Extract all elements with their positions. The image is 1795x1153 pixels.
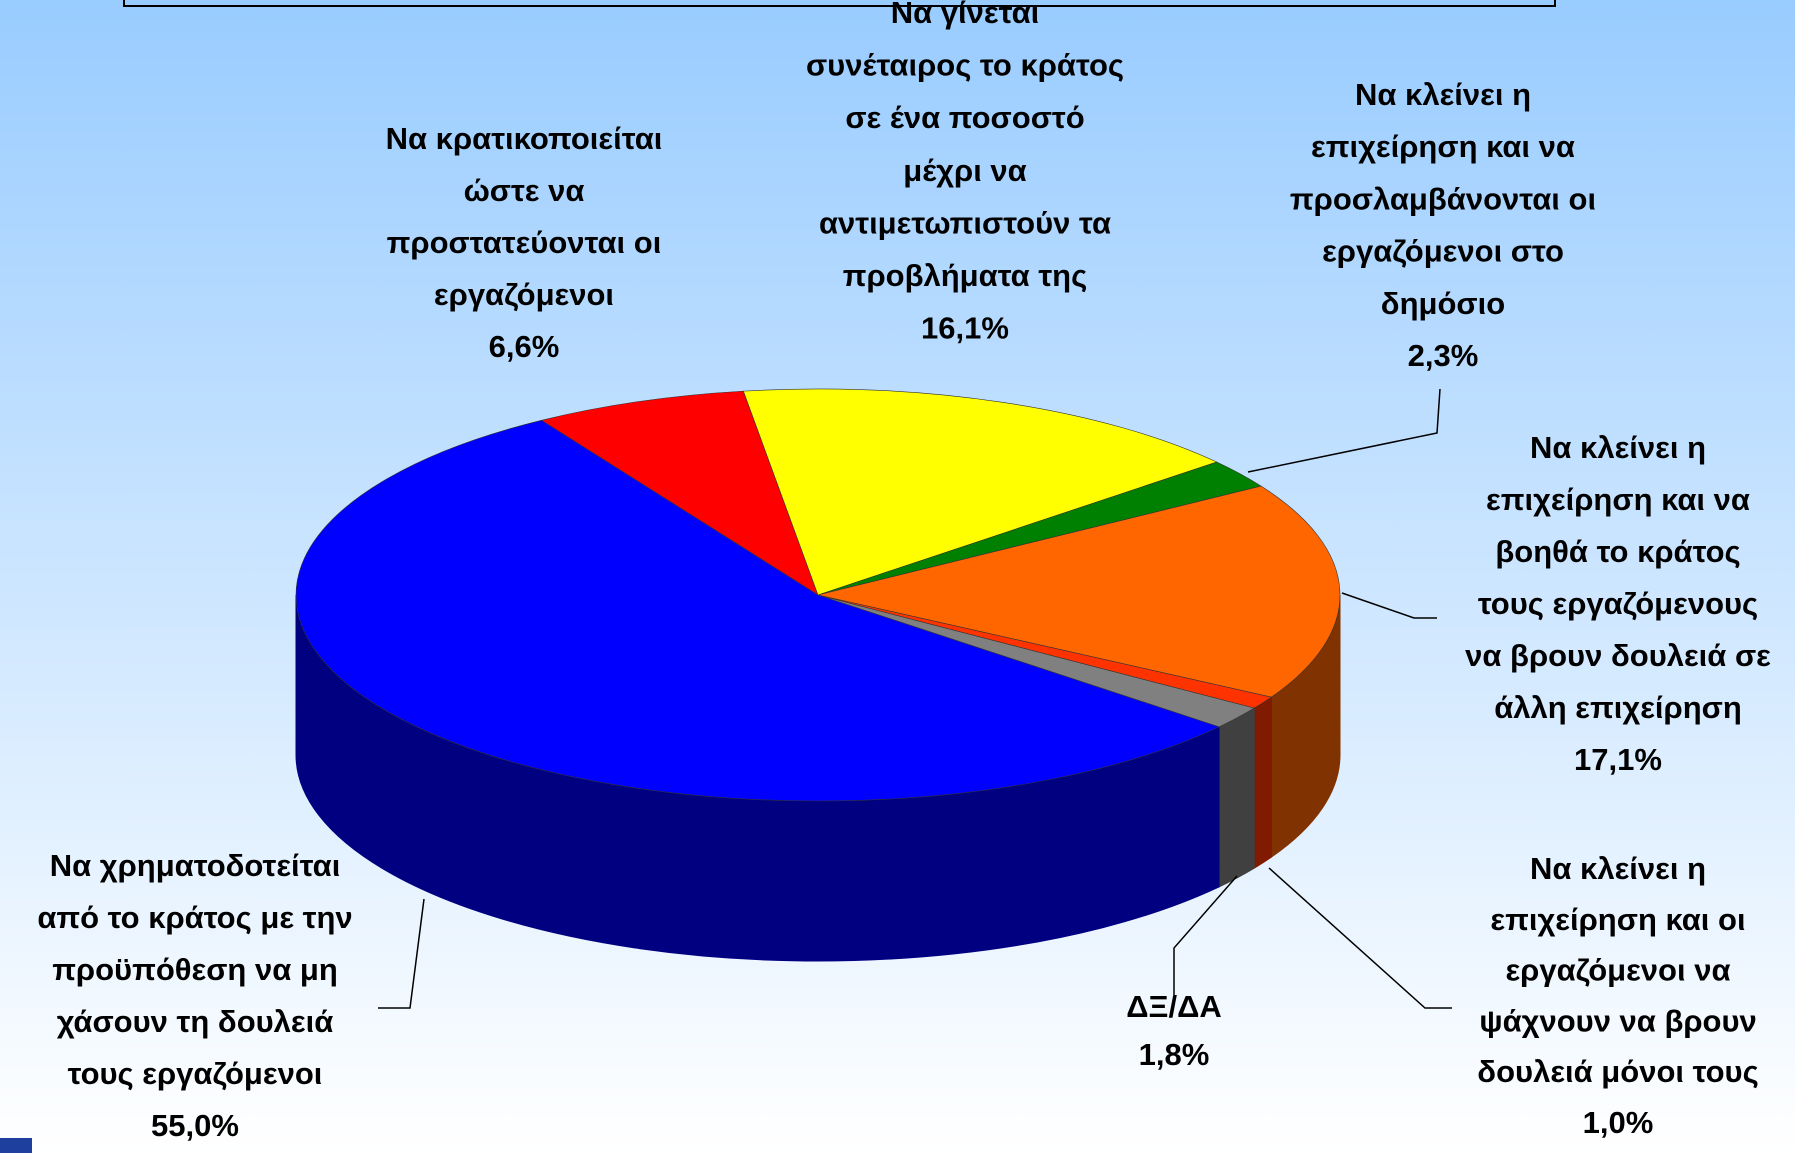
label-line: αντιμετωπιστούν τα bbox=[819, 205, 1111, 240]
label-line: Να κλείνει η bbox=[1355, 77, 1531, 112]
data-label: ΔΞ/ΔΑ 1,8% bbox=[1126, 989, 1222, 1072]
label-line: ώστε να bbox=[464, 173, 585, 208]
label-line: τους εργαζόμενοι bbox=[68, 1056, 323, 1091]
leader-line bbox=[378, 898, 425, 1009]
label-line: να βρουν δουλειά σε bbox=[1465, 638, 1771, 673]
label-line: Να κρατικοποιείται bbox=[386, 121, 663, 156]
data-label: Να χρηματοδοτείται από το κράτος με την πρ… bbox=[37, 848, 352, 1143]
data-label: Να κλείνει η επιχείρηση και να προσλαμβάνο… bbox=[1290, 77, 1596, 373]
data-label: Να κλείνει η επιχείρηση και οι εργαζόμενοι… bbox=[1477, 851, 1758, 1140]
pie bbox=[295, 388, 1341, 962]
leader-line bbox=[1341, 592, 1437, 619]
leader-line bbox=[1173, 875, 1238, 995]
leader-line bbox=[1247, 388, 1441, 473]
label-line: δημόσιο bbox=[1381, 286, 1505, 321]
data-label: Να γίνεται συνέταιρος το κράτος σε ένα ποσ… bbox=[806, 0, 1124, 346]
label-line: Να γίνεται bbox=[891, 0, 1040, 30]
label-line: ΔΞ/ΔΑ bbox=[1126, 989, 1222, 1024]
label-line: προϋπόθεση να μη bbox=[52, 952, 338, 987]
value-label: 16,1% bbox=[921, 311, 1009, 346]
value-label: 1,8% bbox=[1139, 1037, 1210, 1072]
label-line: προστατεύονται οι bbox=[387, 225, 662, 260]
value-label: 1,0% bbox=[1583, 1105, 1654, 1140]
label-line: σε ένα ποσοστό bbox=[845, 100, 1084, 135]
label-line: επιχείρηση και οι bbox=[1490, 902, 1745, 937]
label-line: μέχρι να bbox=[903, 153, 1027, 188]
value-label: 6,6% bbox=[489, 329, 560, 364]
slice bbox=[817, 485, 1341, 698]
slice bbox=[540, 390, 819, 596]
label-line: επιχείρηση και να bbox=[1486, 482, 1750, 517]
label-line: προσλαμβάνονται οι bbox=[1290, 181, 1596, 216]
label-line: Να κλείνει η bbox=[1530, 851, 1706, 886]
label-line: Να χρηματοδοτείται bbox=[50, 848, 341, 883]
label-line: εργαζόμενοι στο bbox=[1322, 234, 1564, 269]
logo-corner bbox=[0, 1138, 32, 1153]
label-line: εργαζόμενοι bbox=[434, 277, 614, 312]
labels: Να χρηματοδοτείται από το κράτος με την πρ… bbox=[37, 0, 1771, 1143]
label-line: συνέταιρος το κράτος bbox=[806, 48, 1124, 83]
label-line: από το κράτος με την bbox=[37, 900, 352, 935]
label-line: Να κλείνει η bbox=[1530, 430, 1706, 465]
label-line: εργαζόμενοι να bbox=[1505, 953, 1730, 988]
value-label: 55,0% bbox=[151, 1108, 239, 1143]
label-line: άλλη επιχείρηση bbox=[1494, 690, 1742, 725]
label-line: επιχείρηση και να bbox=[1311, 129, 1575, 164]
slice bbox=[742, 388, 1218, 596]
label-line: τους εργαζόμενους bbox=[1478, 586, 1758, 621]
label-line: προβλήματα της bbox=[843, 258, 1088, 293]
slice-side bbox=[1218, 707, 1255, 888]
title-box-edge bbox=[123, 0, 1556, 7]
value-label: 2,3% bbox=[1408, 338, 1479, 373]
slice bbox=[295, 419, 1220, 802]
data-label: Να κλείνει η επιχείρηση και να βοηθά το κρ… bbox=[1465, 430, 1771, 777]
data-label: Να κρατικοποιείται ώστε να προστατεύονται … bbox=[386, 121, 663, 364]
label-line: δουλειά μόνοι τους bbox=[1477, 1054, 1758, 1089]
label-line: ψάχνουν να βρουν bbox=[1479, 1003, 1757, 1038]
label-line: βοηθά το κράτος bbox=[1495, 534, 1740, 569]
value-label: 17,1% bbox=[1574, 742, 1662, 777]
leader-line bbox=[1268, 867, 1452, 1009]
label-line: χάσουν τη δουλειά bbox=[57, 1004, 334, 1039]
slice-side bbox=[1253, 696, 1272, 870]
